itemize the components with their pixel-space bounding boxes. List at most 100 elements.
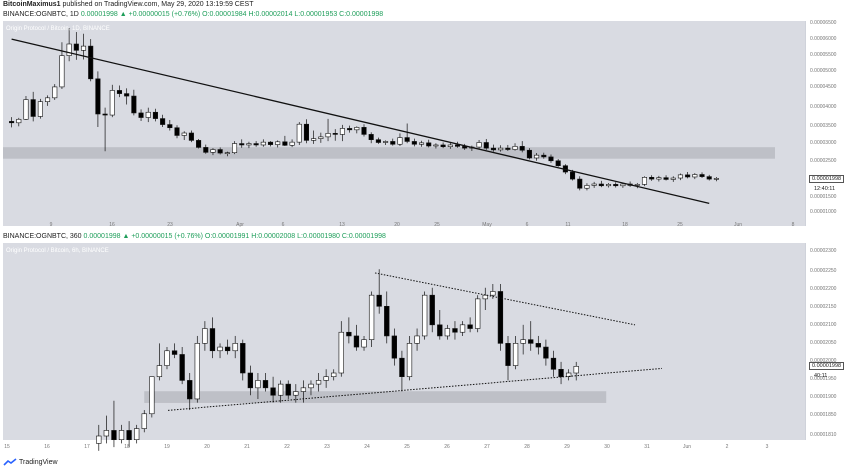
y-tick-label: 0.00003500 xyxy=(810,123,837,129)
y-tick-label: 0.00001850 xyxy=(810,412,837,418)
y-tick-label: 0.00004000 xyxy=(810,104,837,110)
y-tick-label: 0.00001500 xyxy=(810,194,837,200)
candle-body xyxy=(296,123,302,143)
tradingview-logo[interactable]: TradingView xyxy=(3,458,58,466)
candle-body xyxy=(677,174,683,179)
candle-body xyxy=(476,142,482,148)
x-tick-label: 21 xyxy=(244,444,250,450)
candle-body xyxy=(174,127,180,136)
price-axis-1d[interactable] xyxy=(805,21,848,226)
x-tick-label: 18 xyxy=(622,222,628,228)
candle-body xyxy=(202,328,208,344)
y-tick-label: 0.00001950 xyxy=(810,376,837,382)
candle-body xyxy=(353,335,360,348)
candle-body xyxy=(194,343,200,400)
candle-body xyxy=(383,141,389,143)
candle-body xyxy=(613,184,619,187)
candle-body xyxy=(149,376,155,415)
candle-body xyxy=(275,141,281,145)
chart-group-6h: 0.00002300 0.00002250 0.00002200 0.00002150… xyxy=(4,248,837,451)
candle-body xyxy=(270,387,276,396)
candle-body xyxy=(311,138,317,141)
candle-body xyxy=(203,147,209,153)
candle-body xyxy=(323,376,329,381)
y-tick-label: 0.00001000 xyxy=(810,209,837,215)
y-tick-label: 0.00002100 xyxy=(810,322,837,328)
x-tick-label: 25 xyxy=(404,444,410,450)
y-tick-label: 0.00002300 xyxy=(810,248,837,254)
candle-body xyxy=(303,123,309,141)
candle-body xyxy=(331,372,337,378)
candle-body xyxy=(692,174,698,178)
x-tick-label: Jun xyxy=(734,222,742,228)
candle-body xyxy=(138,112,144,118)
y-tick-label: 0.00001900 xyxy=(810,394,837,400)
y-tick-label: 0.00006500 xyxy=(810,20,837,26)
candle-body xyxy=(141,413,147,429)
candle-body xyxy=(152,111,158,119)
candle-body xyxy=(670,177,676,180)
candle-body xyxy=(285,383,291,396)
candle-body xyxy=(361,127,367,135)
candle-body xyxy=(490,291,496,296)
x-tick-label: Jun xyxy=(683,444,691,450)
candle-body xyxy=(300,387,307,392)
candle-body xyxy=(634,184,640,186)
last-price-label-2: 0.00001998 xyxy=(809,362,845,370)
candle-body xyxy=(656,177,662,180)
x-tick-label: 16 xyxy=(109,222,115,228)
price-axis-6h[interactable] xyxy=(805,243,848,440)
candle-body xyxy=(483,142,489,149)
candle-body xyxy=(253,143,259,146)
x-tick-label: 18 xyxy=(124,444,130,450)
x-tick-label: Apr xyxy=(236,222,244,228)
candle-body xyxy=(437,324,443,337)
candle-body xyxy=(520,339,526,344)
x-tick-label: 6 xyxy=(282,222,285,228)
candle-body xyxy=(390,141,396,145)
candle-body xyxy=(240,343,246,374)
candle-body xyxy=(361,339,367,348)
symbol-line-2: BINANCE:OGNBTC, 360 0.00001998 ▲ +0.0000… xyxy=(3,233,386,240)
candle-body xyxy=(543,346,549,359)
candle-body xyxy=(118,430,125,441)
candle-body xyxy=(210,149,216,153)
candle-body xyxy=(217,346,223,352)
x-tick-label: 24 xyxy=(364,444,370,450)
author-name[interactable]: BitcoinMaximus1 xyxy=(3,1,61,8)
x-tick-label: 20 xyxy=(394,222,400,228)
candle-body xyxy=(171,350,178,355)
chart-panel-1d[interactable] xyxy=(3,21,805,226)
x-tick-label: 13 xyxy=(339,222,345,228)
x-tick-label: 26 xyxy=(444,444,450,450)
candle-body xyxy=(498,147,504,151)
x-tick-label: 27 xyxy=(484,444,490,450)
candle-body xyxy=(347,128,353,131)
candle-body xyxy=(573,366,579,374)
triangle-upper-line xyxy=(374,272,636,326)
candle-body xyxy=(404,137,410,142)
candle-body xyxy=(102,113,108,116)
candle-body xyxy=(512,343,519,366)
candle-body xyxy=(289,141,295,146)
x-tick-label: 17 xyxy=(84,444,90,450)
candle-body xyxy=(419,142,425,145)
x-tick-label: 23 xyxy=(167,222,173,228)
candle-body xyxy=(124,93,130,97)
candle-body xyxy=(346,331,352,337)
candle-body xyxy=(447,144,453,148)
candle-body xyxy=(260,141,266,146)
candle-body xyxy=(598,183,604,187)
x-tick-label: 9 xyxy=(50,222,53,228)
candle-body xyxy=(16,118,22,124)
candle-body xyxy=(30,99,36,117)
candle-body xyxy=(45,97,51,102)
candle-body xyxy=(338,331,344,374)
x-tick-label: 15 xyxy=(4,444,10,450)
x-tick-label: 16 xyxy=(44,444,50,450)
header-bar: BitcoinMaximus1 published on TradingView… xyxy=(0,0,850,22)
symbol-text-1: BINANCE:OGNBTC, 1D xyxy=(3,11,79,18)
chart-panel-6h[interactable] xyxy=(3,243,805,440)
x-tick-label: 29 xyxy=(564,444,570,450)
y-tick-label: 0.00006000 xyxy=(810,36,837,42)
